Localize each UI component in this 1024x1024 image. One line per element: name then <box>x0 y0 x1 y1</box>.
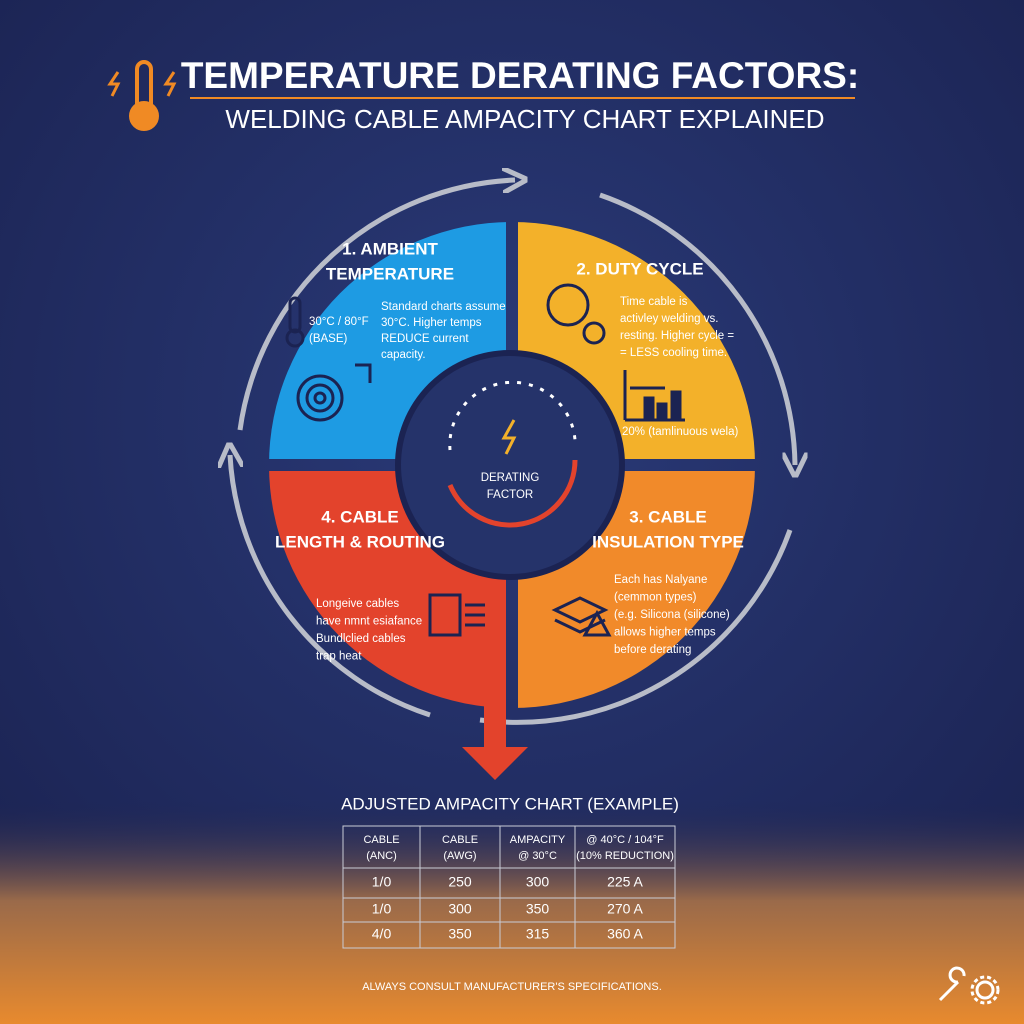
subtitle: WELDING CABLE AMPACITY CHART EXPLAINED <box>225 104 824 134</box>
quadrant-title: LENGTH & ROUTING <box>275 532 445 551</box>
quadrant-note: 20% (tamlinuous wela) <box>622 426 739 438</box>
title: TEMPERATURE DERATING FACTORS: <box>181 55 859 96</box>
table-header: (10% REDUCTION) <box>576 850 674 862</box>
table-header: CABLE <box>363 834 399 846</box>
quadrant-title: 2. DUTY CYCLE <box>576 259 703 278</box>
table-cell: 4/0 <box>372 926 392 942</box>
quadrant-title: TEMPERATURE <box>326 264 454 283</box>
down-arrow <box>462 705 528 780</box>
quadrant-text: REDUCE current <box>381 333 469 345</box>
center-disc <box>395 350 625 580</box>
table-cell: 1/0 <box>372 874 392 890</box>
table-cell: 270 A <box>607 901 643 917</box>
table-cell: 350 <box>526 901 550 917</box>
background-glow <box>0 800 1024 1024</box>
tools-icon <box>938 966 1000 1005</box>
quadrant-icons <box>285 283 685 637</box>
quadrant-text: = LESS cooling time. <box>620 347 727 359</box>
quadrant-title: 4. CABLE <box>321 507 398 526</box>
table-header: AMPACITY <box>510 834 566 846</box>
table-header: (AWG) <box>443 850 476 862</box>
table-cell: 350 <box>448 926 472 942</box>
quadrant-text: capacity. <box>381 349 426 361</box>
quadrant-text: (e.g. Silicona (silicone) <box>614 609 730 621</box>
footer: ALWAYS CONSULT MANUFACTURER'S SPECIFICAT… <box>362 981 662 993</box>
table-cell: 225 A <box>607 874 643 890</box>
quadrant-text: 30°C. Higher temps <box>381 317 482 329</box>
quadrant-text: (cemmon types) <box>614 592 697 604</box>
quadrant-text: Time cable is <box>620 296 688 308</box>
quadrant-note: 30°C / 80°F <box>309 316 369 328</box>
table-header: @ 30°C <box>518 850 557 862</box>
quadrant-text: Each has Nalyane <box>614 574 707 586</box>
quadrant-text: allows higher temps <box>614 627 716 639</box>
quadrant-text: before derating <box>614 644 691 656</box>
quadrant-text: Bundlclied cables <box>316 633 406 645</box>
gauge-icon <box>447 380 578 528</box>
cycle-arrows <box>230 180 795 725</box>
quadrant-text: have nmnt esiafance <box>316 616 422 628</box>
table-title: ADJUSTED AMPACITY CHART (EXAMPLE) <box>341 794 679 813</box>
table-cell: 1/0 <box>372 901 392 917</box>
quadrant-text: resting. Higher cycle = <box>620 330 734 342</box>
quadrant-text: trap heat <box>316 651 362 663</box>
quadrant-title: 3. CABLE <box>629 507 706 526</box>
quadrant-text: activley welding vs. <box>620 313 718 325</box>
table-cell: 315 <box>526 926 550 942</box>
ampacity-table <box>342 825 676 949</box>
table-cell: 250 <box>448 874 472 890</box>
table-cell: 360 A <box>607 926 643 942</box>
quadrant-title: 1. AMBIENT <box>342 239 438 258</box>
table-header: CABLE <box>442 834 478 846</box>
center-label: FACTOR <box>487 489 533 501</box>
table-cell: 300 <box>526 874 550 890</box>
quadrant-title: INSULATION TYPE <box>592 532 744 551</box>
center-label: DERATING <box>481 472 540 484</box>
thermometer-icon <box>107 60 177 131</box>
table-header: @ 40°C / 104°F <box>586 834 664 846</box>
quadrant-text: Longeive cables <box>316 598 399 610</box>
table-header: (ANC) <box>366 850 397 862</box>
table-cell: 300 <box>448 901 472 917</box>
quadrant-text: Standard charts assume <box>381 301 506 313</box>
quadrant-note: (BASE) <box>309 333 348 345</box>
